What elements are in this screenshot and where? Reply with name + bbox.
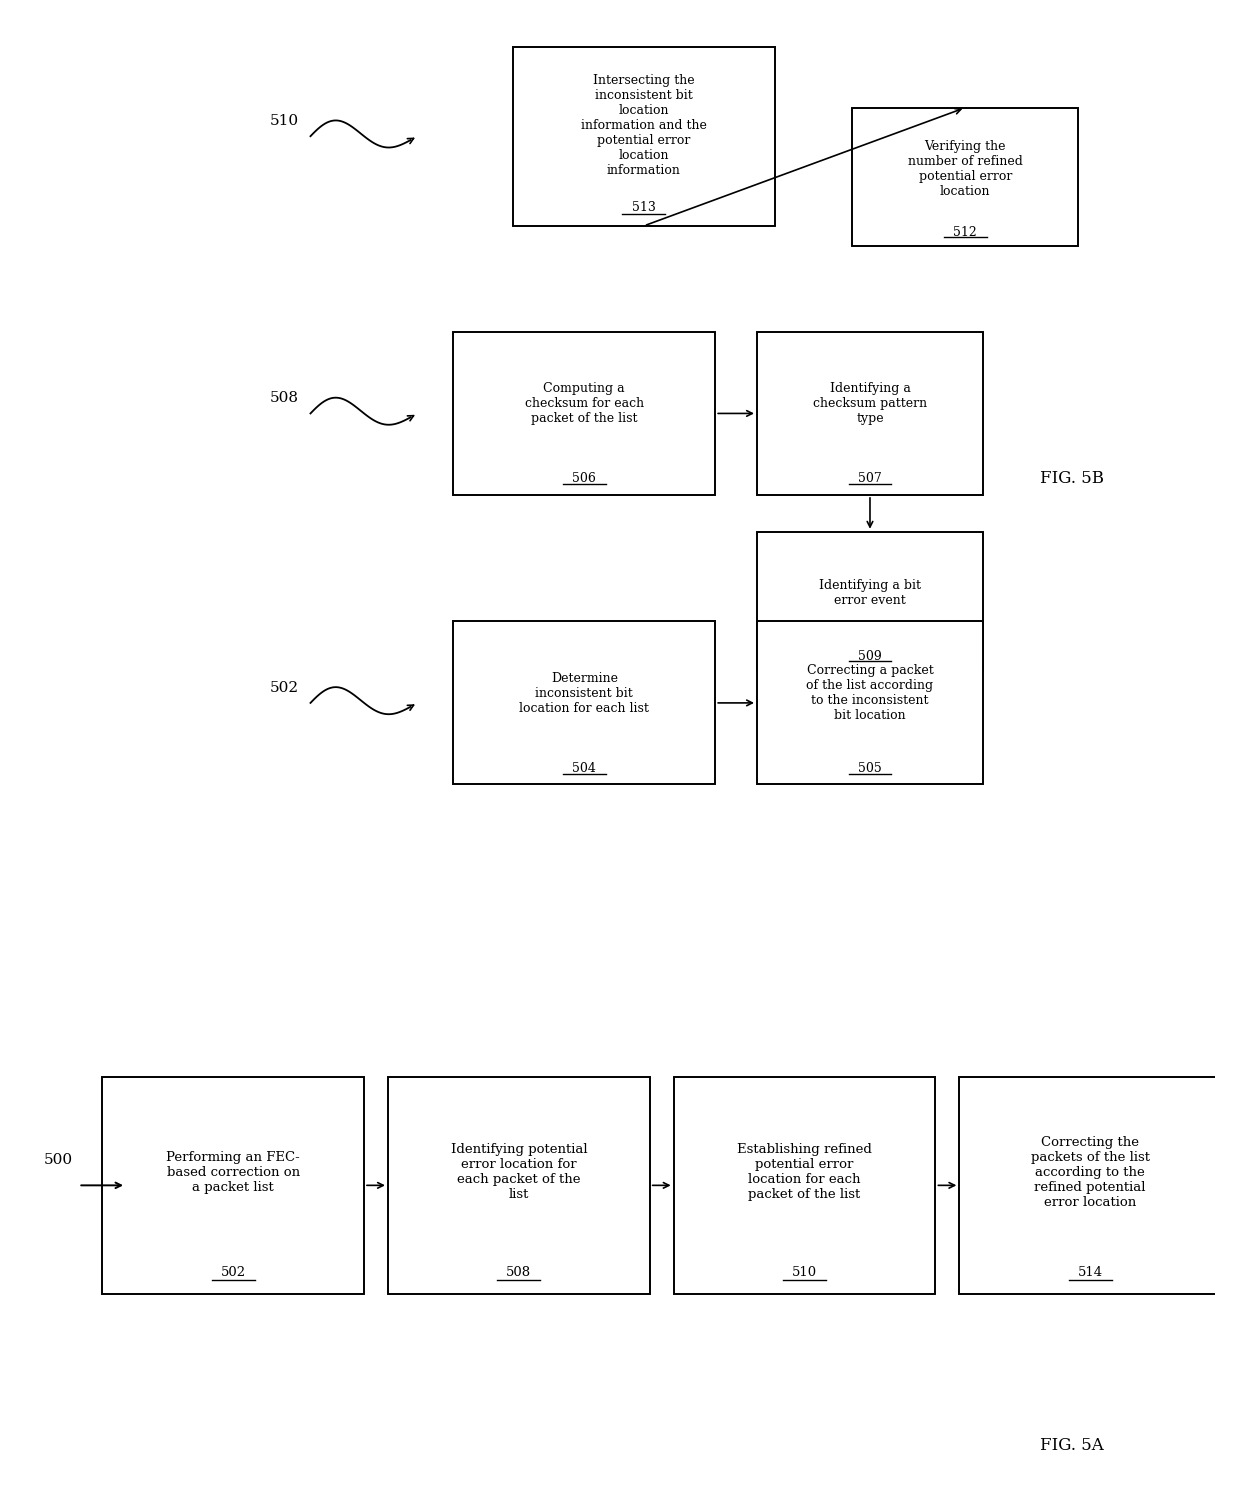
FancyBboxPatch shape (852, 107, 1079, 246)
Text: Determine
inconsistent bit
location for each list: Determine inconsistent bit location for … (520, 672, 650, 714)
Text: Performing an FEC-
based correction on
a packet list: Performing an FEC- based correction on a… (166, 1151, 300, 1194)
Text: 509: 509 (858, 649, 882, 663)
FancyBboxPatch shape (102, 1077, 365, 1294)
Text: 512: 512 (954, 226, 977, 239)
Text: 507: 507 (858, 473, 882, 485)
Text: 508: 508 (269, 391, 299, 405)
FancyBboxPatch shape (756, 532, 983, 670)
Text: Identifying a bit
error event: Identifying a bit error event (818, 578, 921, 607)
Text: FIG. 5B: FIG. 5B (1040, 470, 1105, 488)
Text: 514: 514 (1078, 1265, 1102, 1279)
Text: Identifying a
checksum pattern
type: Identifying a checksum pattern type (813, 382, 928, 426)
Text: 502: 502 (221, 1265, 246, 1279)
Text: 505: 505 (858, 761, 882, 775)
Text: 510: 510 (269, 115, 299, 128)
Text: 502: 502 (269, 681, 299, 695)
FancyBboxPatch shape (756, 622, 983, 785)
Text: 504: 504 (573, 761, 596, 775)
Text: 513: 513 (632, 201, 656, 214)
FancyBboxPatch shape (960, 1077, 1221, 1294)
Text: Intersecting the
inconsistent bit
location
information and the
potential error
l: Intersecting the inconsistent bit locati… (580, 74, 707, 177)
Text: Identifying potential
error location for
each packet of the
list: Identifying potential error location for… (450, 1143, 587, 1202)
FancyBboxPatch shape (388, 1077, 650, 1294)
Text: 500: 500 (43, 1152, 72, 1167)
Text: 508: 508 (506, 1265, 532, 1279)
Text: Verifying the
number of refined
potential error
location: Verifying the number of refined potentia… (908, 139, 1023, 198)
Text: Establishing refined
potential error
location for each
packet of the list: Establishing refined potential error loc… (737, 1143, 872, 1202)
FancyBboxPatch shape (454, 332, 715, 495)
Text: FIG. 5A: FIG. 5A (1040, 1438, 1105, 1454)
FancyBboxPatch shape (756, 332, 983, 495)
Text: 506: 506 (573, 473, 596, 485)
FancyBboxPatch shape (454, 622, 715, 785)
Text: 510: 510 (792, 1265, 817, 1279)
FancyBboxPatch shape (513, 47, 775, 226)
Text: Computing a
checksum for each
packet of the list: Computing a checksum for each packet of … (525, 382, 644, 426)
Text: Correcting the
packets of the list
according to the
refined potential
error loca: Correcting the packets of the list accor… (1030, 1136, 1149, 1210)
Text: Correcting a packet
of the list according
to the inconsistent
bit location: Correcting a packet of the list accordin… (806, 664, 934, 722)
FancyBboxPatch shape (673, 1077, 935, 1294)
